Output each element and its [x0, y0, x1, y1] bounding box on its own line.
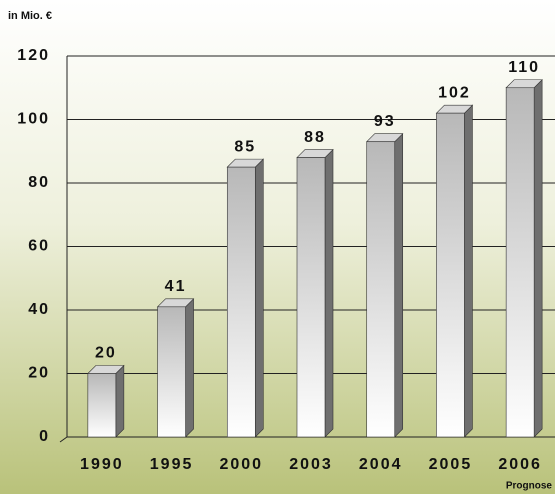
bar-side	[115, 364, 125, 438]
floor-edge	[59, 436, 68, 443]
x-tick-label: 2000	[219, 456, 263, 473]
x-tick-label: 2003	[289, 456, 333, 473]
value-label: 93	[374, 113, 396, 130]
bar	[296, 157, 326, 438]
y-tick-label: 0	[39, 428, 50, 445]
bar-side	[185, 298, 194, 438]
value-label: 41	[165, 278, 187, 295]
y-tick-label: 20	[28, 365, 50, 382]
x-tick-label: 1995	[150, 456, 194, 473]
y-tick-label: 60	[28, 238, 50, 255]
bar-side	[464, 104, 473, 438]
bar	[505, 87, 535, 438]
bar	[366, 141, 396, 438]
bar	[226, 166, 256, 438]
y-tick-label: 80	[28, 174, 50, 191]
bar-side	[394, 133, 404, 438]
bar-side	[324, 148, 334, 438]
x-tick-label: 1990	[80, 456, 124, 473]
y-tick-label: 100	[17, 111, 50, 128]
value-label: 110	[508, 59, 540, 76]
bar-side	[254, 158, 264, 438]
x-tick-label: 2006	[498, 456, 542, 473]
value-label: 88	[304, 129, 326, 146]
bar	[436, 112, 465, 438]
note: Prognose	[506, 481, 553, 492]
value-label: 85	[234, 138, 256, 155]
bar	[87, 373, 117, 438]
x-tick-label: 2005	[429, 456, 473, 473]
value-label: 20	[95, 345, 117, 362]
value-label: 102	[438, 84, 471, 101]
x-tick-label: 2004	[359, 456, 403, 473]
bar-side	[533, 79, 543, 438]
y-tick-label: 40	[28, 301, 50, 318]
unit-label: in Mio. €	[8, 10, 52, 22]
bar	[157, 306, 186, 438]
y-tick-label: 120	[17, 47, 50, 64]
